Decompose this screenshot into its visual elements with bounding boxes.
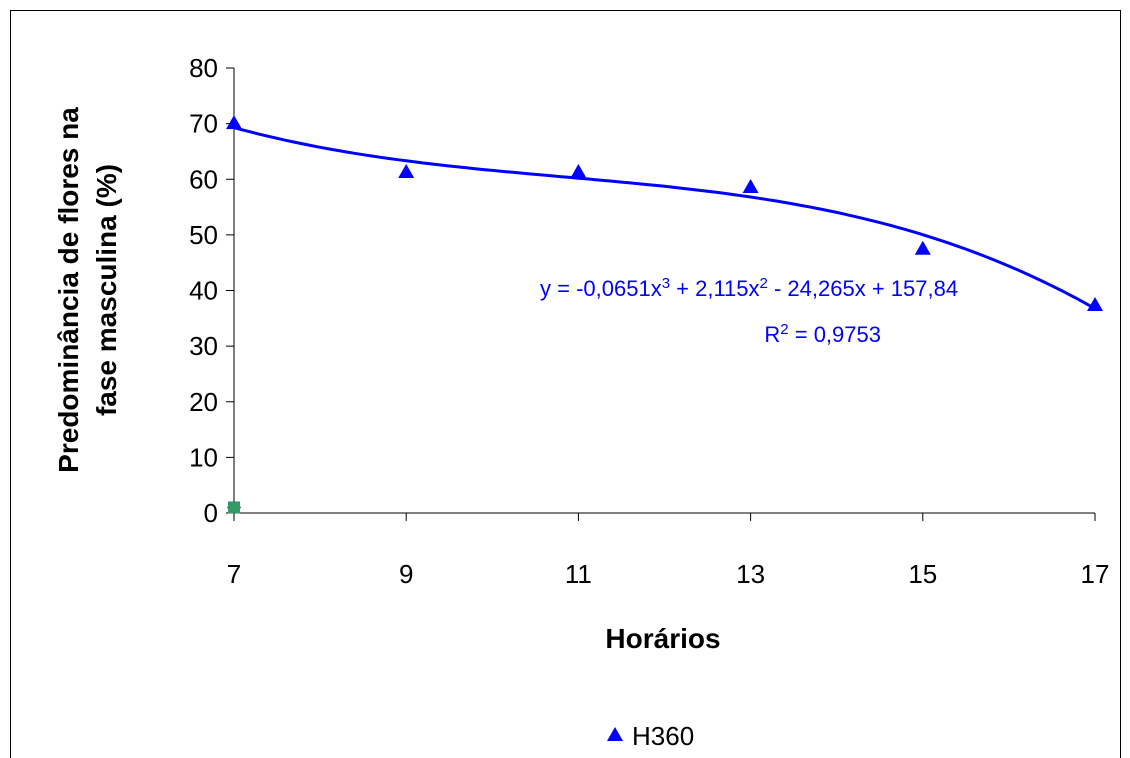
y-tick-label: 60: [189, 164, 218, 194]
x-tick-label: 15: [908, 559, 937, 589]
text-part: R: [764, 322, 780, 347]
text-part: y = -0,0651x: [540, 276, 662, 301]
trendline: [233, 126, 1096, 311]
superscript: 2: [780, 321, 788, 338]
square-marker: [228, 501, 240, 514]
text-part: = 0,9753: [789, 322, 881, 347]
triangle-marker: [226, 115, 242, 130]
x-axis-title: Horários: [605, 623, 720, 654]
y-tick-label: 10: [189, 442, 218, 472]
x-tick-label: 7: [227, 559, 241, 589]
text-part: - 24,265x + 157,84: [768, 276, 958, 301]
triangle-marker: [742, 179, 759, 194]
chart-border: [10, 10, 1121, 758]
x-tick-label: 9: [399, 559, 413, 589]
x-tick-label: 11: [565, 559, 592, 589]
superscript: 3: [662, 275, 670, 292]
triangle-marker: [914, 240, 931, 255]
superscript: 2: [760, 275, 768, 292]
y-tick-label: 50: [189, 220, 218, 250]
triangle-marker: [1087, 296, 1103, 311]
triangle-marker: [398, 164, 415, 179]
x-tick-label: 13: [736, 559, 765, 589]
trendline-r-squared: R2 = 0,9753: [764, 321, 881, 348]
y-tick-label: 70: [189, 109, 218, 139]
x-tick-label: 17: [1081, 559, 1110, 589]
legend-label: H360: [632, 721, 694, 751]
y-tick-label: 80: [189, 53, 218, 83]
y-tick-label: 30: [189, 331, 218, 361]
y-tick-label: 0: [204, 498, 218, 528]
y-tick-label: 40: [189, 276, 218, 306]
y-tick-label: 20: [189, 387, 218, 417]
trendline-equation: y = -0,0651x3 + 2,115x2 - 24,265x + 157,…: [540, 275, 958, 302]
y-axis-title: fase masculina (%): [91, 164, 122, 416]
triangle-marker: [607, 727, 623, 741]
triangle-marker: [570, 164, 587, 179]
text-part: + 2,115x: [670, 276, 760, 301]
y-axis-title: Predominância de flores na: [53, 107, 84, 473]
